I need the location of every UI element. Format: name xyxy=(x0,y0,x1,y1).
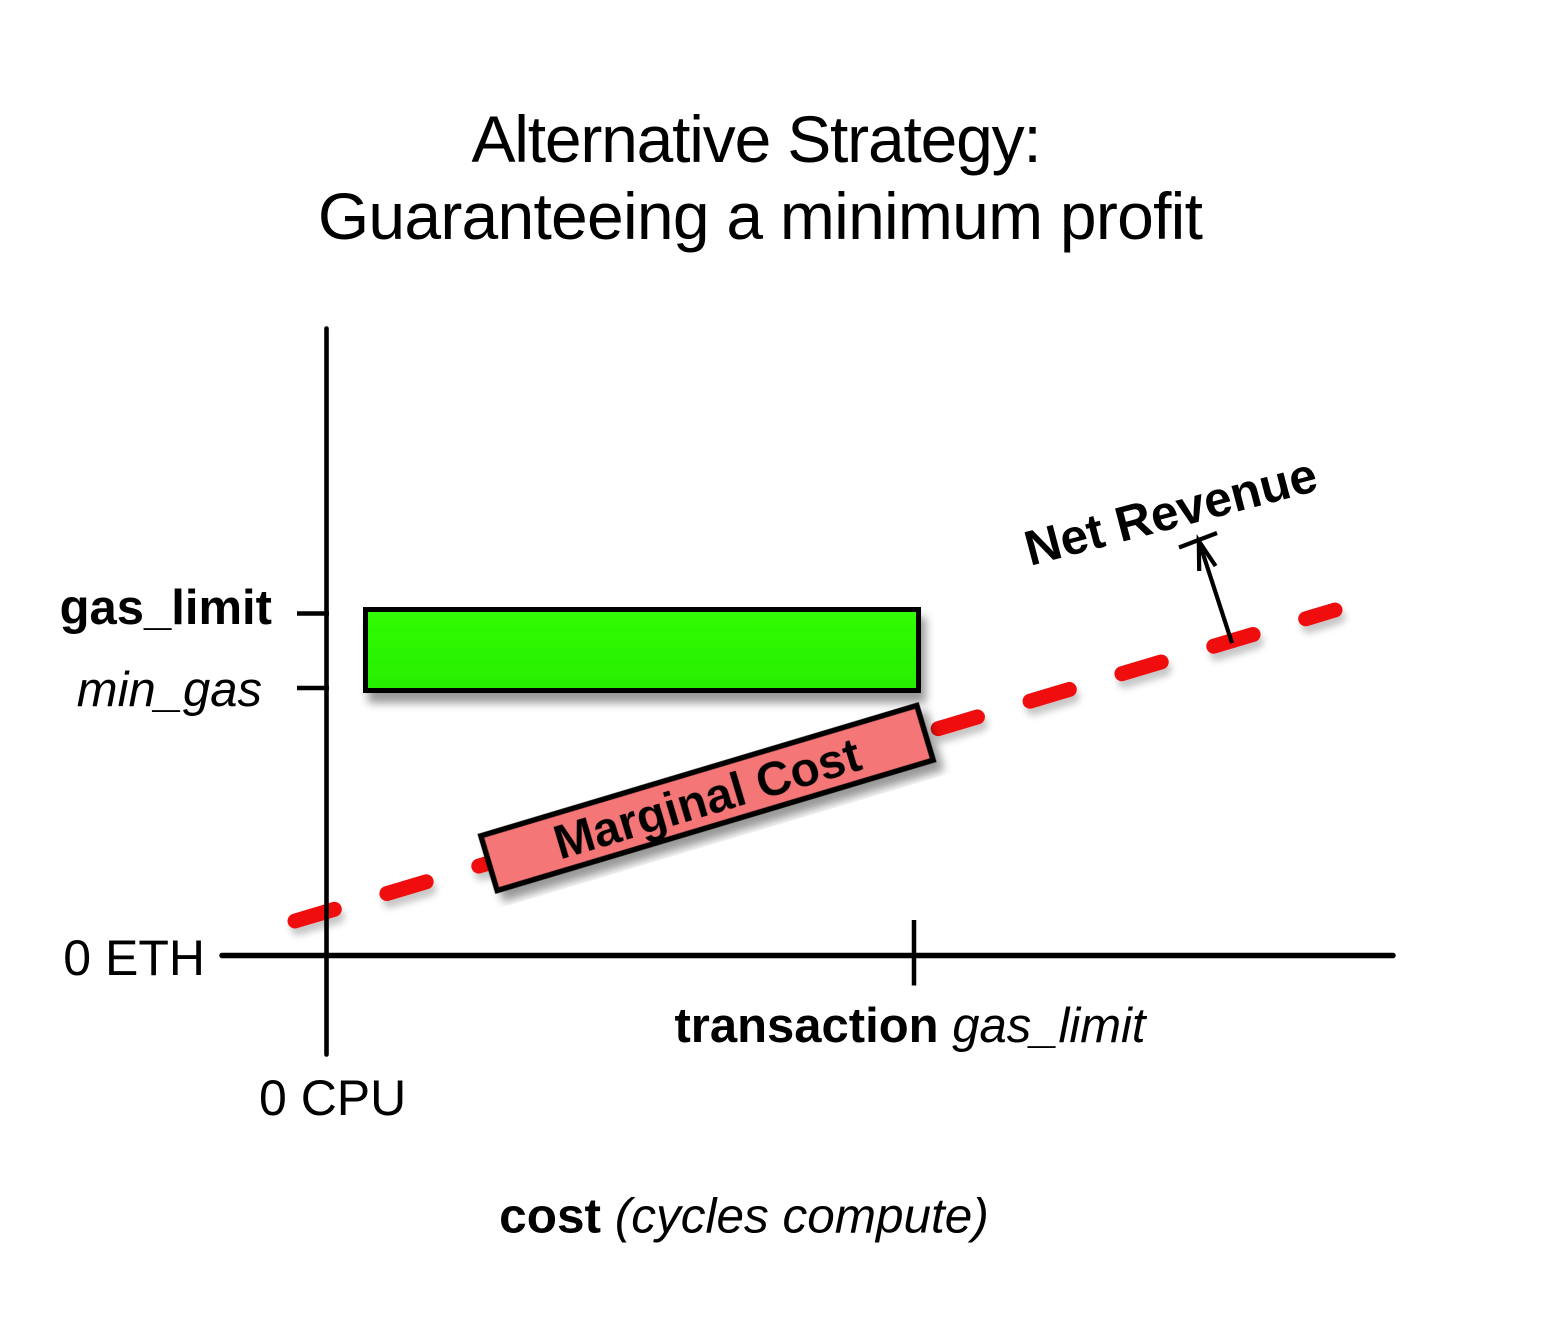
svg-text:transaction gas_limit: transaction gas_limit xyxy=(674,999,1147,1053)
svg-text:cost (cycles compute): cost (cycles compute) xyxy=(499,1189,989,1244)
svg-text:0 ETH: 0 ETH xyxy=(63,930,205,986)
svg-text:0 CPU: 0 CPU xyxy=(259,1070,406,1126)
svg-text:Guaranteeing a minimum profit: Guaranteeing a minimum profit xyxy=(318,179,1203,253)
svg-text:Alternative Strategy:: Alternative Strategy: xyxy=(471,102,1040,176)
svg-text:min_gas: min_gas xyxy=(77,663,262,717)
svg-text:gas_limit: gas_limit xyxy=(60,581,272,635)
